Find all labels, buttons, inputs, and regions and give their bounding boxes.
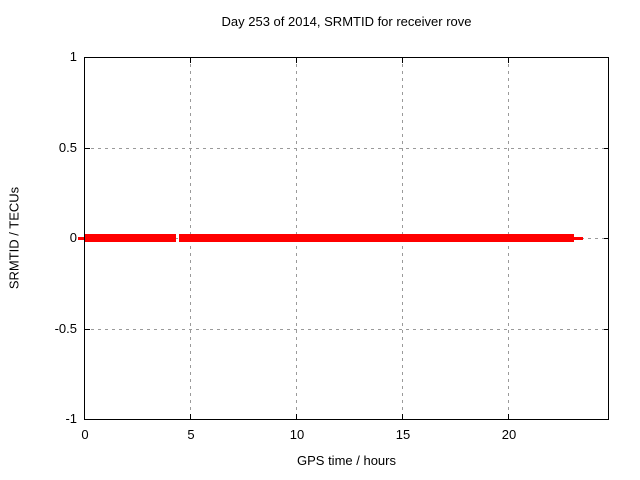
x-tick-label: 15 (395, 427, 411, 442)
y-gridline (84, 329, 609, 330)
y-tick-mark (604, 419, 609, 420)
y-axis-label: SRMTID / TECUs (6, 186, 22, 290)
x-tick-mark (190, 58, 191, 63)
x-tick-label: 5 (187, 427, 195, 442)
x-tick-mark (296, 58, 297, 63)
x-tick-mark (402, 414, 403, 419)
series-srmtid-line (574, 237, 583, 240)
x-tick-mark (296, 414, 297, 419)
y-tick-label: 0.5 (58, 140, 77, 155)
x-tick-mark (508, 414, 509, 419)
x-tick-mark (190, 414, 191, 419)
x-tick-mark (84, 58, 85, 63)
x-tick-label: 20 (501, 427, 517, 442)
series-srmtid-line (84, 234, 176, 242)
y-tick-mark (85, 57, 90, 58)
y-tick-mark (85, 148, 90, 149)
y-tick-mark (604, 329, 609, 330)
y-tick-mark (85, 419, 90, 420)
chart-title: Day 253 of 2014, SRMTID for receiver rov… (221, 14, 472, 29)
y-tick-mark (604, 238, 609, 239)
x-axis-label: GPS time / hours (297, 453, 396, 468)
x-tick-label: 10 (289, 427, 305, 442)
y-tick-mark (604, 148, 609, 149)
series-srmtid-line (179, 234, 574, 242)
x-tick-mark (508, 58, 509, 63)
y-tick-mark (604, 57, 609, 58)
y-tick-label: -0.5 (54, 321, 77, 336)
x-tick-mark (402, 58, 403, 63)
series-srmtid-line (78, 237, 84, 240)
y-tick-label: -1 (65, 411, 77, 426)
y-tick-label: 1 (69, 49, 77, 64)
y-gridline (84, 148, 609, 149)
y-tick-label: 0 (69, 230, 77, 245)
x-tick-label: 0 (81, 427, 89, 442)
y-tick-mark (85, 329, 90, 330)
